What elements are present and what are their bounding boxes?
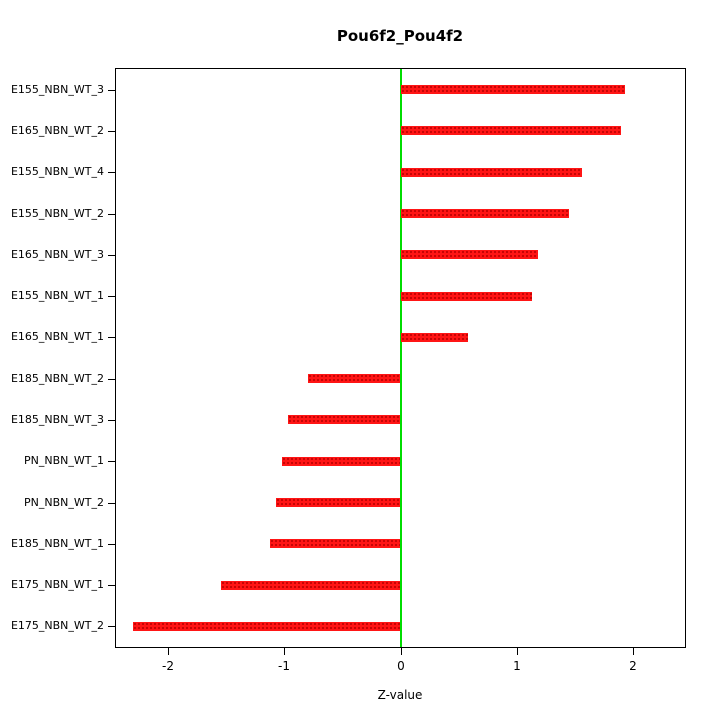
x-axis-tick: [401, 648, 402, 655]
x-axis-tick-label: 1: [513, 659, 521, 673]
bar: [307, 374, 401, 384]
y-axis-label: E155_NBN_WT_4: [10, 165, 104, 178]
chart-title: Pou6f2_Pou4f2: [336, 27, 464, 45]
y-axis-tick: [108, 544, 115, 545]
bar: [400, 332, 468, 342]
bar: [400, 85, 625, 95]
x-axis-tick: [168, 648, 169, 655]
y-axis-label: E155_NBN_WT_1: [10, 289, 104, 302]
y-axis-label: E155_NBN_WT_2: [10, 207, 104, 220]
y-axis-tick: [108, 90, 115, 91]
x-axis-tick-label: 0: [397, 659, 405, 673]
bar: [276, 498, 401, 507]
y-axis-tick: [108, 379, 115, 380]
y-axis-tick: [108, 626, 115, 627]
y-axis-tick: [108, 296, 115, 297]
zero-line: [399, 69, 402, 647]
y-axis-tick: [108, 585, 115, 586]
y-axis-tick: [108, 214, 115, 215]
x-axis-tick: [633, 648, 634, 655]
y-axis-tick: [108, 337, 115, 338]
y-axis-tick: [108, 461, 115, 462]
bar: [400, 126, 622, 136]
bar: [400, 167, 582, 177]
y-axis-label: PN_NBN_WT_1: [24, 454, 104, 467]
y-axis-label: E175_NBN_WT_2: [10, 619, 104, 632]
y-axis-tick: [108, 503, 115, 504]
x-axis-tick-label: -1: [278, 659, 290, 673]
x-axis-tick: [517, 648, 518, 655]
y-axis-label: PN_NBN_WT_2: [24, 496, 104, 509]
y-axis-label: E165_NBN_WT_2: [10, 124, 104, 137]
bar: [400, 250, 538, 260]
y-axis-tick: [108, 255, 115, 256]
bar: [400, 291, 532, 301]
y-axis-tick: [108, 131, 115, 132]
y-axis-label: E165_NBN_WT_1: [10, 330, 104, 343]
y-axis-tick: [108, 172, 115, 173]
bar: [282, 456, 401, 466]
bar: [400, 209, 569, 218]
bar: [287, 415, 401, 425]
bar: [220, 580, 401, 590]
x-axis-tick-label: -2: [162, 659, 174, 673]
y-axis-label: E175_NBN_WT_1: [10, 578, 104, 591]
x-axis-title: Z-value: [377, 688, 423, 702]
y-axis-label: E185_NBN_WT_2: [10, 372, 104, 385]
x-axis-tick-label: 2: [629, 659, 637, 673]
plot-area: [115, 68, 686, 648]
bar: [133, 621, 401, 631]
x-axis-tick: [284, 648, 285, 655]
y-axis-label: E165_NBN_WT_3: [10, 248, 104, 261]
y-axis-label: E185_NBN_WT_1: [10, 537, 104, 550]
y-axis-label: E185_NBN_WT_3: [10, 413, 104, 426]
y-axis-tick: [108, 420, 115, 421]
bar: [270, 539, 401, 549]
y-axis-label: E155_NBN_WT_3: [10, 83, 104, 96]
